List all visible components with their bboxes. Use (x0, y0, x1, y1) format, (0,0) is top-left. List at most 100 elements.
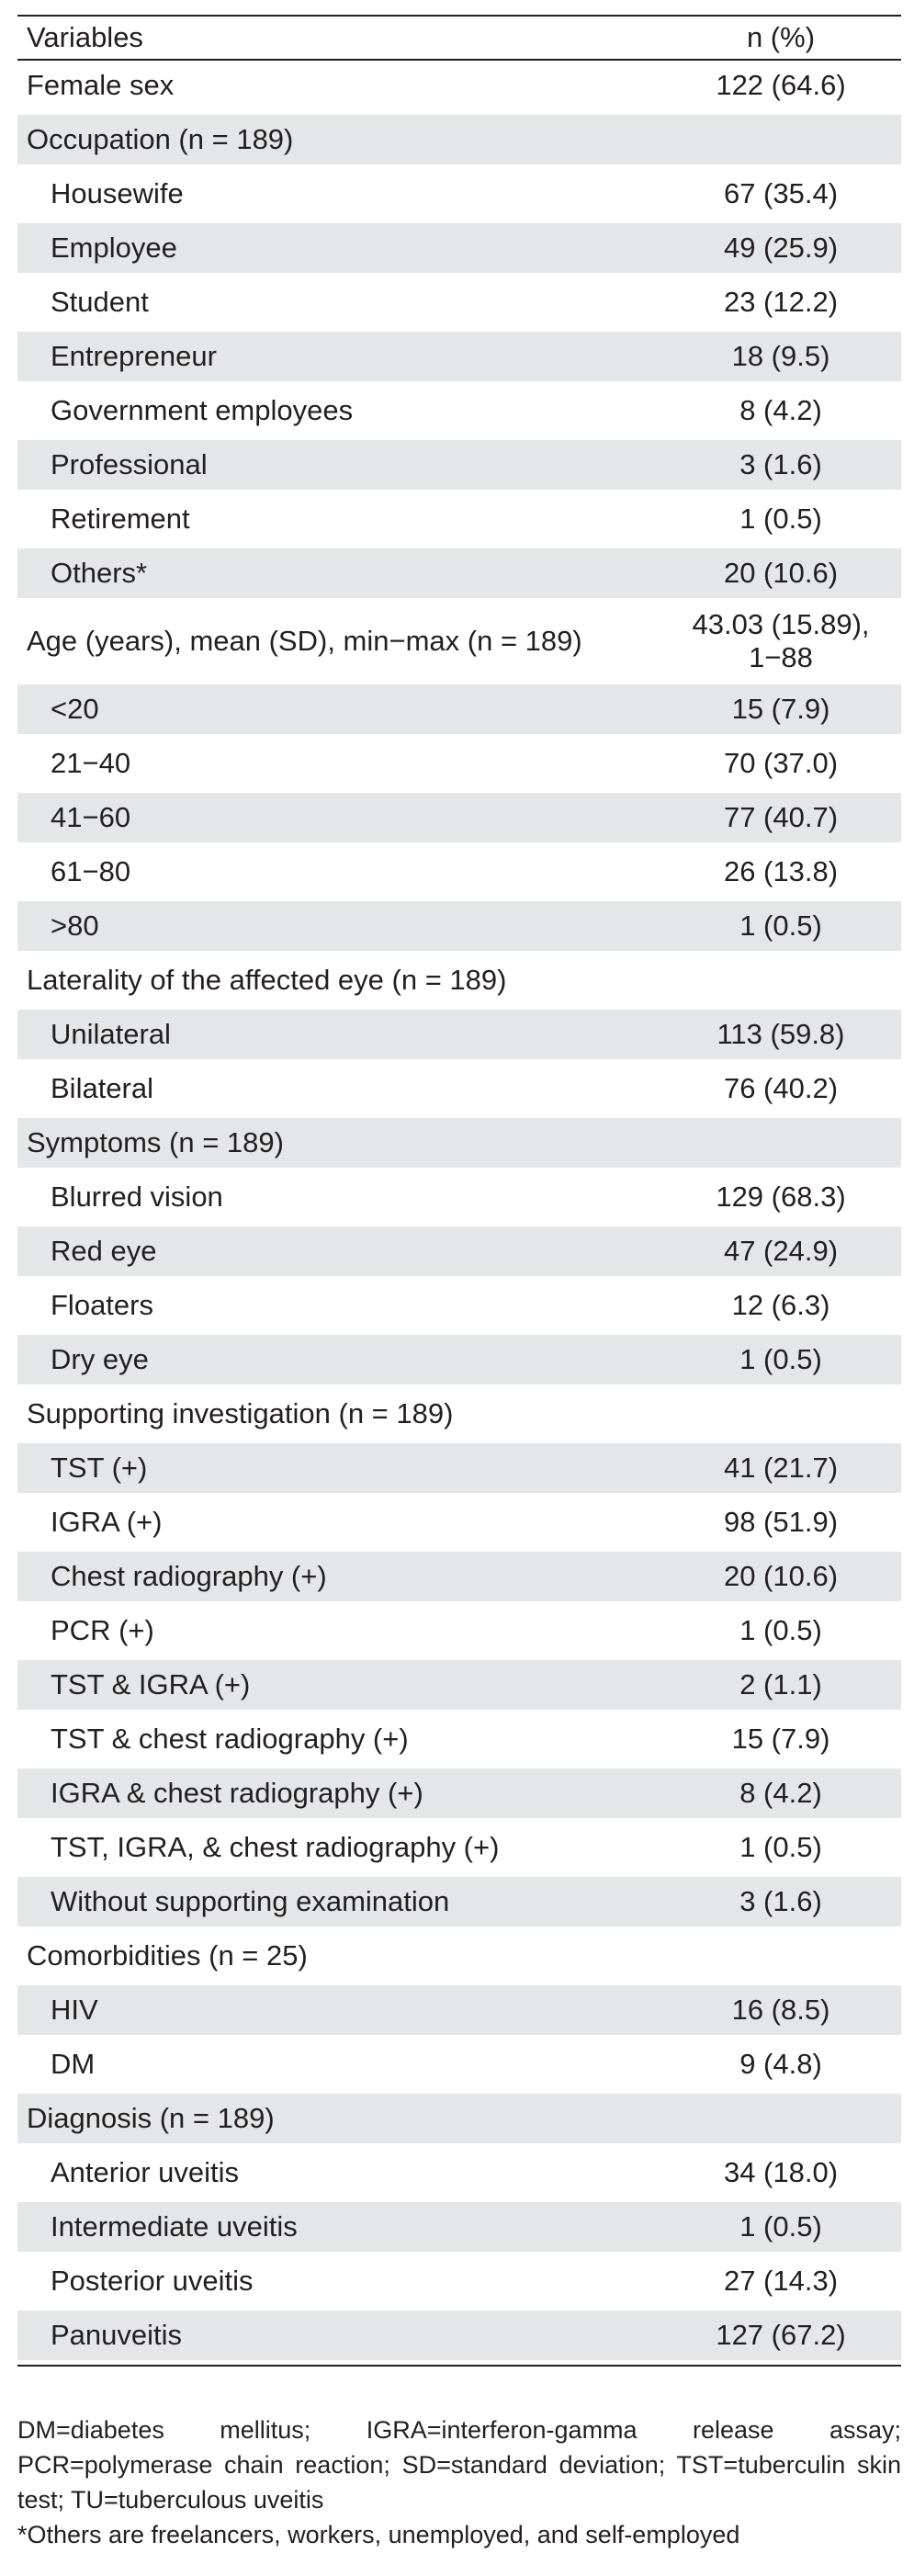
table-row: Floaters 12 (6.3) (17, 1281, 901, 1335)
table-row: Bilateral 76 (40.2) (17, 1064, 901, 1118)
table-row: Diagnosis (n = 189) (17, 2094, 901, 2148)
row-value: 1 (0.5) (739, 503, 822, 535)
table-row: <20 15 (7.9) (17, 684, 901, 739)
table-row: HIV 16 (8.5) (17, 1985, 901, 2039)
row-value: 20 (10.6) (723, 557, 839, 589)
row-value: 15 (7.9) (731, 1723, 830, 1755)
row-label: Without supporting examination (51, 1885, 450, 1917)
table-row: Without supporting examination 3 (1.6) (17, 1877, 901, 1931)
row-label: DM (51, 2048, 96, 2080)
row-value: 1 (0.5) (739, 1343, 822, 1375)
row-value: 1 (0.5) (739, 1831, 822, 1863)
row-label: 41−60 (51, 801, 131, 833)
row-value: 3 (1.6) (739, 1885, 822, 1917)
table-row: Female sex 122 (64.6) (17, 61, 901, 115)
table-header: Variables n (%) (17, 17, 901, 61)
table-row: DM 9 (4.8) (17, 2039, 901, 2094)
row-value: 27 (14.3) (723, 2265, 839, 2297)
row-value: 8 (4.2) (739, 394, 822, 426)
table-row: Student 23 (12.2) (17, 277, 901, 332)
table-row: Symptoms (n = 189) (17, 1118, 901, 1172)
row-value: 18 (9.5) (731, 340, 830, 372)
row-value: 76 (40.2) (723, 1072, 839, 1104)
table-row: PCR (+) 1 (0.5) (17, 1606, 901, 1660)
table-row: Age (years), mean (SD), min−max (n = 189… (17, 603, 901, 684)
row-label: Supporting investigation (n = 189) (27, 1397, 454, 1429)
table-row: Housewife 67 (35.4) (17, 169, 901, 223)
row-value: 47 (24.9) (723, 1235, 839, 1267)
row-label: Professional (51, 448, 208, 480)
row-label: TST, IGRA, & chest radiography (+) (51, 1831, 500, 1863)
table-row: Panuveitis 127 (67.2) (17, 2310, 901, 2365)
row-label: Symptoms (n = 189) (27, 1126, 284, 1158)
row-value: 9 (4.8) (739, 2048, 822, 2080)
table-row: IGRA (+) 98 (51.9) (17, 1497, 901, 1552)
table-row: Supporting investigation (n = 189) (17, 1389, 901, 1443)
table-row: Entrepreneur 18 (9.5) (17, 332, 901, 386)
row-label: Diagnosis (n = 189) (27, 2102, 275, 2134)
table-row: 21−40 70 (37.0) (17, 739, 901, 793)
table-notes: DM=diabetes mellitus; IGRA=interferon-ga… (17, 2412, 901, 2552)
row-value: 20 (10.6) (723, 1560, 839, 1592)
table-row: Occupation (n = 189) (17, 115, 901, 169)
abbreviations-note: DM=diabetes mellitus; IGRA=interferon-ga… (17, 2416, 901, 2514)
table-row: Professional 3 (1.6) (17, 440, 901, 494)
row-label: Comorbidities (n = 25) (27, 1939, 308, 1972)
row-value: 16 (8.5) (731, 1994, 830, 2026)
table-row: TST (+) 41 (21.7) (17, 1443, 901, 1497)
row-value: 12 (6.3) (731, 1289, 830, 1321)
row-label: Retirement (51, 503, 190, 535)
others-footnote: *Others are freelancers, workers, unempl… (17, 2521, 740, 2548)
row-label: IGRA & chest radiography (+) (51, 1777, 423, 1809)
row-value: 26 (13.8) (723, 855, 839, 887)
row-label: Bilateral (51, 1072, 153, 1104)
header-n-percent: n (%) (746, 21, 816, 53)
table-row: Employee 49 (25.9) (17, 223, 901, 277)
row-value: 1 (0.5) (739, 2210, 822, 2243)
row-label: Employee (51, 232, 177, 264)
row-label: Laterality of the affected eye (n = 189) (27, 964, 507, 996)
row-label: Unilateral (51, 1018, 171, 1050)
row-label: IGRA (+) (51, 1506, 163, 1538)
row-label: PCR (+) (51, 1614, 154, 1646)
table-row: >80 1 (0.5) (17, 901, 901, 955)
table-row: TST, IGRA, & chest radiography (+) 1 (0.5… (17, 1823, 901, 1877)
row-label: Chest radiography (+) (51, 1560, 327, 1592)
table-row: Blurred vision 129 (68.3) (17, 1172, 901, 1226)
table-row: Comorbidities (n = 25) (17, 1931, 901, 1985)
row-value: 41 (21.7) (723, 1452, 839, 1484)
row-label: Others* (51, 557, 148, 589)
row-value: 127 (67.2) (716, 2319, 846, 2351)
row-label: Entrepreneur (51, 340, 217, 372)
row-value: 1 (0.5) (739, 910, 822, 942)
row-label: >80 (51, 910, 99, 942)
row-value: 67 (35.4) (723, 177, 839, 209)
row-label: Housewife (51, 177, 184, 209)
row-label: TST (+) (51, 1452, 148, 1484)
table-row: Government employees 8 (4.2) (17, 386, 901, 440)
row-label: <20 (51, 693, 99, 725)
table-row: Chest radiography (+) 20 (10.6) (17, 1552, 901, 1606)
row-value: 8 (4.2) (739, 1777, 822, 1809)
row-label: Floaters (51, 1289, 153, 1321)
table-row: Posterior uveitis 27 (14.3) (17, 2256, 901, 2310)
row-value: 23 (12.2) (723, 286, 839, 318)
row-value: 77 (40.7) (723, 801, 839, 833)
row-label: 21−40 (51, 747, 131, 779)
row-value: 129 (68.3) (716, 1181, 846, 1213)
row-label: Government employees (51, 394, 354, 426)
row-value: 98 (51.9) (723, 1506, 839, 1538)
table-row: Unilateral 113 (59.8) (17, 1010, 901, 1064)
row-label: Dry eye (51, 1343, 149, 1375)
table-row: Dry eye 1 (0.5) (17, 1335, 901, 1389)
row-label: HIV (51, 1994, 98, 2026)
header-variables: Variables (27, 21, 143, 53)
row-value: 15 (7.9) (731, 693, 830, 725)
table-row: TST & chest radiography (+) 15 (7.9) (17, 1714, 901, 1768)
row-label: TST & IGRA (+) (51, 1668, 251, 1700)
row-value: 49 (25.9) (723, 232, 839, 264)
row-label: 61−80 (51, 855, 131, 887)
table-row: Anterior uveitis 34 (18.0) (17, 2148, 901, 2202)
characteristics-table: Variables n (%) Female sex 122 (64.6) Occu… (17, 15, 901, 2367)
row-value: 122 (64.6) (716, 69, 846, 101)
